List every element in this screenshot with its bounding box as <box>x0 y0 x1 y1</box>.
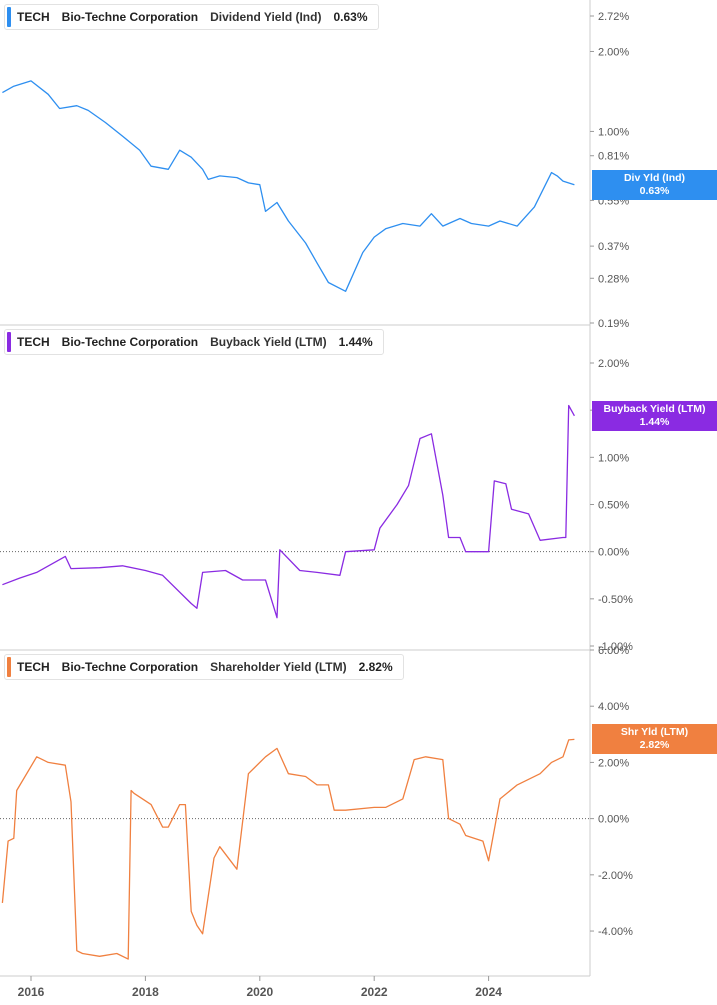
value-flag-shareholder-yield: Shr Yld (LTM) 2.82% <box>592 724 717 755</box>
x-tick-label: 2024 <box>475 985 502 999</box>
y-tick-label: 2.00% <box>598 46 629 58</box>
series-line <box>2 404 575 619</box>
series-color-swatch <box>7 332 11 352</box>
flag-value: 0.63% <box>639 184 670 197</box>
y-tick-label: -4.00% <box>598 926 633 938</box>
x-tick-label: 2022 <box>361 985 388 999</box>
value-flag-buyback-yield: Buyback Yield (LTM) 1.44% <box>592 400 717 431</box>
y-tick-label: 0.37% <box>598 241 629 253</box>
flag-label: Buyback Yield (LTM) <box>603 402 706 415</box>
value-flag-dividend-yield: Div Yld (Ind) 0.63% <box>592 169 717 200</box>
series-color-swatch <box>7 7 11 27</box>
y-tick-label: 4.00% <box>598 701 629 713</box>
legend-buyback-yield[interactable]: TECH Bio-Techne Corporation Buyback Yiel… <box>4 329 384 355</box>
legend-value: 1.44% <box>338 335 373 349</box>
legend-company: Bio-Techne Corporation <box>61 10 199 24</box>
flag-label: Div Yld (Ind) <box>623 171 686 184</box>
series-color-swatch <box>7 657 11 677</box>
legend-value: 0.63% <box>333 10 368 24</box>
legend-company: Bio-Techne Corporation <box>61 660 199 674</box>
y-tick-label: -1.00% <box>598 641 633 653</box>
legend-ticker: TECH <box>17 10 50 24</box>
y-tick-label: 0.19% <box>598 318 629 330</box>
y-tick-label: -2.00% <box>598 870 633 882</box>
y-tick-label: 0.28% <box>598 273 629 285</box>
series-line <box>1 738 575 960</box>
y-tick-label: 2.00% <box>598 358 629 370</box>
series-line <box>2 80 575 292</box>
y-tick-label: 0.00% <box>598 814 629 826</box>
x-tick-label: 2018 <box>132 985 159 999</box>
y-tick-label: 0.50% <box>598 500 629 512</box>
y-tick-label: 2.72% <box>598 11 629 23</box>
y-tick-label: 0.00% <box>598 547 629 559</box>
x-tick-label: 2020 <box>246 985 273 999</box>
flag-label: Shr Yld (LTM) <box>620 726 689 739</box>
legend-ticker: TECH <box>17 660 50 674</box>
y-tick-label: 0.81% <box>598 151 629 163</box>
legend-value: 2.82% <box>358 660 393 674</box>
legend-shareholder-yield[interactable]: TECH Bio-Techne Corporation Shareholder … <box>4 654 404 680</box>
y-tick-label: 2.00% <box>598 757 629 769</box>
legend-metric: Shareholder Yield (LTM) <box>210 660 347 674</box>
y-tick-label: -0.50% <box>598 594 633 606</box>
y-tick-label: 1.00% <box>598 452 629 464</box>
flag-value: 1.44% <box>639 415 670 428</box>
legend-ticker: TECH <box>17 335 50 349</box>
y-tick-label: 1.00% <box>598 126 629 138</box>
legend-metric: Dividend Yield (Ind) <box>210 10 322 24</box>
x-tick-label: 2016 <box>18 985 45 999</box>
y-tick-label: 6.00% <box>598 645 629 657</box>
legend-metric: Buyback Yield (LTM) <box>210 335 327 349</box>
legend-company: Bio-Techne Corporation <box>61 335 199 349</box>
legend-dividend-yield[interactable]: TECH Bio-Techne Corporation Dividend Yie… <box>4 4 379 30</box>
flag-value: 2.82% <box>639 739 670 752</box>
